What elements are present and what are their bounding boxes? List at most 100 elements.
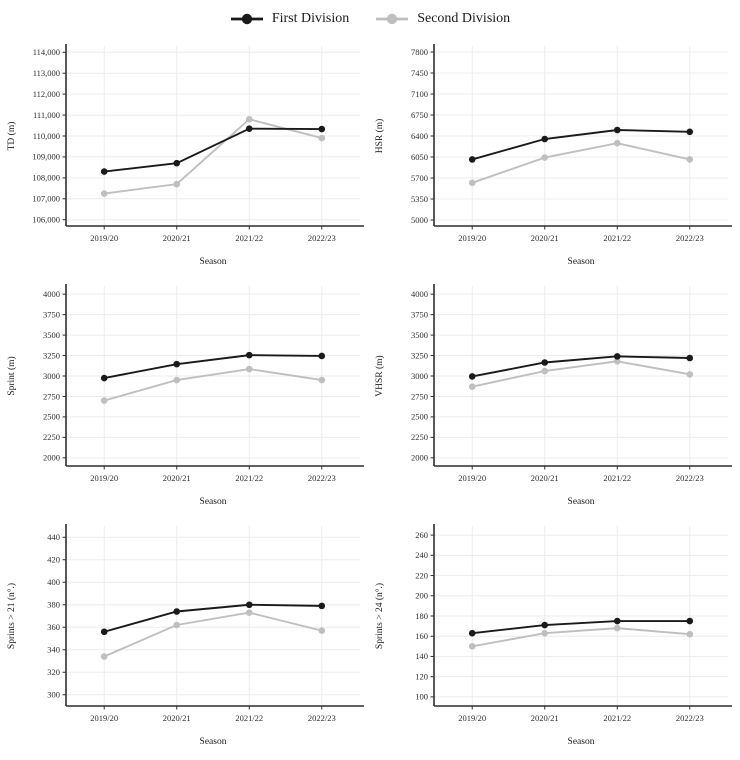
y-axis-title: TD (m) xyxy=(6,122,17,151)
data-point xyxy=(468,383,476,390)
y-tick-label: 6050 xyxy=(411,152,428,162)
data-point xyxy=(686,617,694,625)
data-point xyxy=(613,617,621,625)
y-tick-label: 3000 xyxy=(43,371,60,381)
y-tick-label: 6750 xyxy=(411,110,428,120)
panel-hsr: 5000 5350 5700 6050 6400 6750 7100 7450 7800 2019… xyxy=(370,38,738,278)
y-tick-label: 2750 xyxy=(411,391,428,401)
y-tick-label: 440 xyxy=(47,532,60,542)
y-tick-label: 5000 xyxy=(411,215,428,225)
x-tick-label: 2022/23 xyxy=(676,473,704,483)
x-tick-label: 2022/23 xyxy=(308,473,336,483)
data-point xyxy=(613,353,621,360)
x-tick-label: 2019/20 xyxy=(458,473,486,483)
y-tick-label: 110,000 xyxy=(33,131,60,141)
y-tick-label: 120 xyxy=(415,671,428,681)
y-tick-label: 2000 xyxy=(43,453,60,463)
series-line-second-division xyxy=(104,118,323,195)
panel-sprints-24: 100 120 140 160 180 200 220 240 260 2019/20 2020/2… xyxy=(370,518,738,758)
x-axis-title: Season xyxy=(200,257,227,267)
y-tick-label: 180 xyxy=(415,611,428,621)
series-line-second-division xyxy=(103,611,323,658)
y-tick-label: 2500 xyxy=(411,412,428,422)
data-point xyxy=(686,128,694,136)
data-point xyxy=(541,359,549,366)
data-point xyxy=(173,360,181,368)
series-line-first-division xyxy=(472,355,690,378)
y-tick-label: 113,000 xyxy=(33,68,60,78)
data-point xyxy=(613,139,621,147)
line-chart: 100 120 140 160 180 200 220 240 260 2019/20 2020/2… xyxy=(374,524,732,747)
y-tick-label: 160 xyxy=(415,631,428,641)
data-point xyxy=(541,154,549,161)
x-tick-label: 2021/22 xyxy=(235,473,263,483)
y-tick-label: 2250 xyxy=(411,432,428,442)
y-tick-label: 2000 xyxy=(411,453,428,463)
y-tick-label: 200 xyxy=(415,591,428,601)
series-line-second-division xyxy=(472,360,690,388)
data-point xyxy=(318,134,326,142)
line-chart: 106,000 107,000 108,000 109,000 110,000 111,0… xyxy=(6,44,364,267)
x-tick-label: 2022/23 xyxy=(676,713,704,723)
series-line-second-division xyxy=(471,142,690,184)
x-tick-label: 2019/20 xyxy=(90,473,118,483)
y-axis-title: HSR (m) xyxy=(374,119,385,154)
y-tick-label: 220 xyxy=(415,570,428,580)
y-tick-label: 360 xyxy=(47,622,60,632)
data-point xyxy=(100,653,108,660)
y-tick-label: 114,000 xyxy=(33,47,60,57)
y-tick-label: 3750 xyxy=(411,309,428,319)
x-tick-label: 2019/20 xyxy=(458,713,486,723)
x-tick-label: 2020/21 xyxy=(531,473,559,483)
y-tick-label: 7100 xyxy=(411,89,428,99)
data-point xyxy=(318,376,326,384)
x-tick-label: 2020/21 xyxy=(531,233,559,243)
y-tick-label: 3500 xyxy=(411,330,428,340)
y-tick-label: 140 xyxy=(415,651,428,661)
data-point xyxy=(245,609,253,616)
data-point xyxy=(100,374,108,382)
x-axis-title: Season xyxy=(200,497,227,507)
y-tick-label: 7450 xyxy=(411,68,428,78)
x-tick-label: 2020/21 xyxy=(163,233,191,243)
y-tick-label: 6400 xyxy=(411,131,428,141)
series-line-first-division xyxy=(103,603,322,633)
y-tick-label: 5700 xyxy=(411,173,428,183)
line-chart: 2000 2250 2500 2750 3000 3250 3500 3750 4000 2019… xyxy=(374,284,732,507)
series-line-first-division xyxy=(104,127,322,173)
y-tick-label: 260 xyxy=(415,530,428,540)
y-tick-label: 2250 xyxy=(43,432,60,442)
series-line-first-division xyxy=(104,354,322,379)
y-tick-label: 420 xyxy=(47,555,60,565)
x-axis-title: Season xyxy=(568,257,595,267)
data-point xyxy=(100,168,108,175)
y-tick-label: 320 xyxy=(47,667,60,677)
panel-td: 106,000 107,000 108,000 109,000 110,000 111,0… xyxy=(2,38,370,278)
legend-label-first-division: First Division xyxy=(271,11,350,26)
data-point xyxy=(245,125,253,132)
line-chart: 300 320 340 360 380 400 420 440 2019/20 2020/21 20… xyxy=(6,524,364,747)
data-point xyxy=(686,371,694,378)
data-point xyxy=(100,628,108,636)
data-point xyxy=(541,629,549,637)
y-tick-label: 400 xyxy=(47,577,60,587)
x-axis-title: Season xyxy=(568,737,595,747)
y-tick-label: 5350 xyxy=(411,194,428,204)
data-point xyxy=(613,357,621,365)
y-tick-label: 340 xyxy=(47,645,60,655)
data-point xyxy=(245,351,253,359)
x-tick-label: 2020/21 xyxy=(163,473,191,483)
y-tick-label: 380 xyxy=(47,600,60,610)
y-tick-label: 3250 xyxy=(411,350,428,360)
y-axis-title: Sprint (m) xyxy=(6,356,17,395)
data-point xyxy=(541,621,549,629)
y-tick-label: 112,000 xyxy=(33,89,60,99)
y-tick-label: 107,000 xyxy=(32,194,60,204)
y-tick-label: 240 xyxy=(415,550,428,560)
data-point xyxy=(613,126,621,134)
legend: First Division Second Division xyxy=(0,0,740,38)
line-chart: 2000 2250 2500 2750 3000 3250 3500 3750 4000 2019… xyxy=(6,284,364,507)
legend-item-first-division: First Division xyxy=(230,11,349,27)
data-point xyxy=(318,125,326,133)
line-dot-key-icon xyxy=(375,12,409,26)
